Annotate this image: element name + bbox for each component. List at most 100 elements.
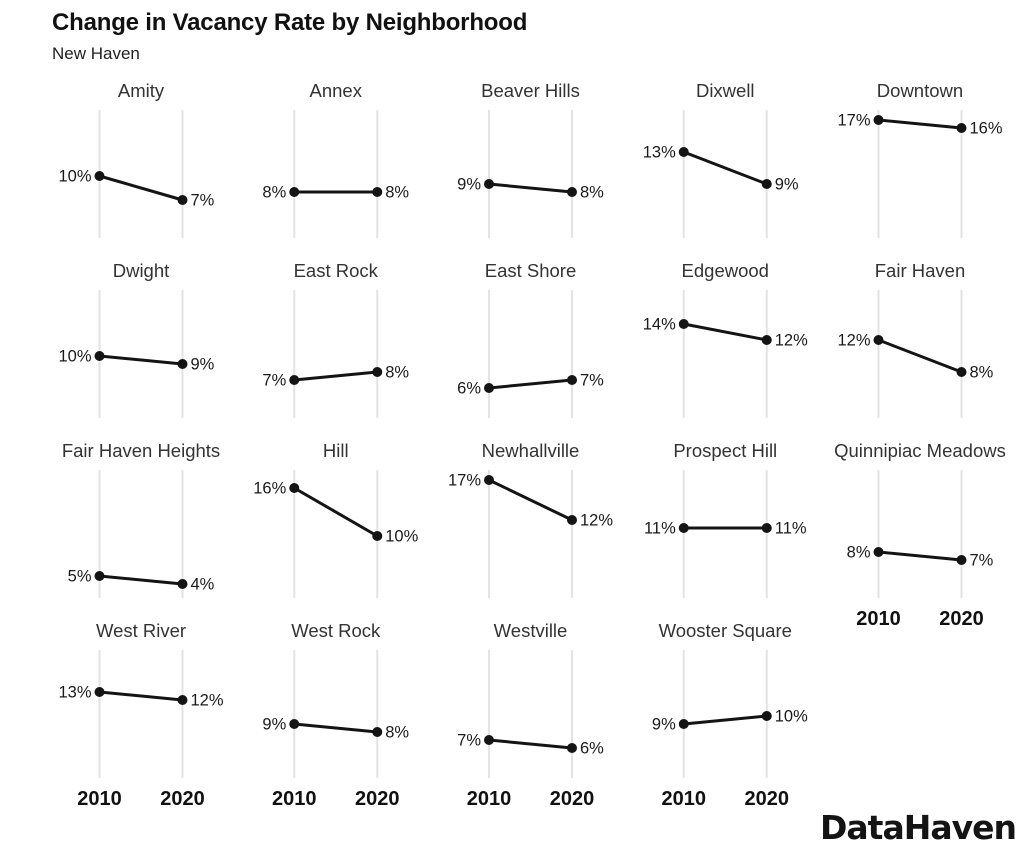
slope-line bbox=[98, 354, 184, 366]
chart-subtitle: New Haven bbox=[52, 44, 140, 63]
value-label-2020: 7% bbox=[191, 192, 215, 210]
data-point-2010 bbox=[289, 719, 300, 729]
x-tick-2020: 2020 bbox=[745, 788, 790, 810]
data-point-2020 bbox=[567, 515, 577, 525]
data-point-2010 bbox=[94, 687, 105, 697]
panel-title: Fair Haven bbox=[875, 260, 965, 281]
x-tick-2020: 2020 bbox=[355, 788, 400, 810]
value-label-2010: 13% bbox=[643, 144, 676, 162]
value-label-2020: 9% bbox=[775, 176, 799, 194]
panel-wooster-square: Wooster Square 9% 10% 2010 2020 bbox=[652, 620, 808, 810]
datahaven-logo: DataHaven bbox=[820, 808, 1017, 847]
panel-amity: Amity 10% 7% bbox=[58, 80, 215, 238]
data-point-2020 bbox=[567, 743, 577, 753]
panel-title: Fair Haven Heights bbox=[62, 440, 220, 461]
value-label-2020: 4% bbox=[191, 576, 215, 594]
value-label-2020: 16% bbox=[970, 120, 1003, 138]
slope-line bbox=[292, 370, 379, 382]
value-label-2020: 12% bbox=[775, 332, 808, 350]
panel-title: Westville bbox=[494, 620, 568, 641]
x-tick-2010: 2010 bbox=[77, 788, 122, 810]
slope-line bbox=[682, 714, 769, 726]
panel-title: West Rock bbox=[291, 620, 381, 641]
slope-line bbox=[877, 338, 963, 374]
data-point-2010 bbox=[94, 171, 105, 181]
slope-line bbox=[98, 690, 184, 702]
value-label-2020: 8% bbox=[580, 184, 604, 202]
slope-line bbox=[487, 478, 574, 522]
x-tick-2010: 2010 bbox=[662, 788, 707, 810]
panel-title: Amity bbox=[118, 80, 165, 101]
data-point-2010 bbox=[484, 735, 494, 745]
value-label-2020: 9% bbox=[191, 356, 215, 374]
panel-title: Annex bbox=[310, 80, 363, 101]
data-point-2020 bbox=[761, 523, 772, 533]
data-point-2010 bbox=[873, 547, 884, 557]
panel-hill: Hill 16% 10% bbox=[253, 440, 419, 598]
slope-line bbox=[877, 118, 963, 130]
slope-line bbox=[877, 550, 963, 562]
data-point-2010 bbox=[678, 523, 689, 533]
value-label-2010: 16% bbox=[253, 480, 286, 498]
value-label-2010: 6% bbox=[457, 380, 481, 398]
slope-line bbox=[98, 574, 184, 586]
slope-line bbox=[682, 150, 769, 186]
chart-title: Change in Vacancy Rate by Neighborhood bbox=[52, 9, 528, 36]
value-label-2010: 8% bbox=[847, 544, 871, 562]
data-point-2010 bbox=[289, 483, 300, 493]
panel-dixwell: Dixwell 13% 9% bbox=[643, 80, 799, 238]
value-label-2020: 11% bbox=[775, 520, 807, 538]
value-label-2010: 13% bbox=[58, 684, 91, 702]
value-label-2010: 10% bbox=[58, 348, 91, 366]
panel-westville: Westville 7% 6% 2010 2020 bbox=[457, 620, 604, 810]
panel-title: East Shore bbox=[485, 260, 577, 281]
value-label-2020: 7% bbox=[580, 372, 604, 390]
x-tick-2020: 2020 bbox=[160, 788, 205, 810]
value-label-2010: 7% bbox=[457, 732, 481, 750]
x-tick-2010: 2010 bbox=[467, 788, 512, 810]
value-label-2020: 8% bbox=[385, 184, 409, 202]
value-label-2020: 12% bbox=[580, 512, 613, 530]
value-label-2010: 17% bbox=[448, 472, 481, 490]
value-label-2020: 7% bbox=[970, 552, 994, 570]
data-point-2020 bbox=[761, 179, 772, 189]
value-label-2010: 8% bbox=[262, 184, 286, 202]
value-label-2010: 14% bbox=[643, 316, 676, 334]
panel-annex: Annex 8% 8% bbox=[262, 80, 409, 238]
data-point-2010 bbox=[289, 187, 300, 197]
x-tick-2010: 2010 bbox=[856, 608, 901, 630]
data-point-2020 bbox=[177, 195, 188, 205]
panel-east-rock: East Rock 7% 8% bbox=[262, 260, 409, 418]
panel-beaver-hills: Beaver Hills 9% 8% bbox=[457, 80, 604, 238]
slope-line bbox=[292, 722, 379, 734]
data-point-2020 bbox=[956, 123, 967, 133]
panel-title: Wooster Square bbox=[659, 620, 792, 641]
data-point-2020 bbox=[372, 367, 383, 377]
panel-title: Dwight bbox=[113, 260, 170, 281]
data-point-2020 bbox=[956, 555, 967, 565]
value-label-2010: 12% bbox=[837, 332, 870, 350]
data-point-2010 bbox=[678, 147, 689, 157]
value-label-2010: 5% bbox=[68, 568, 92, 586]
value-label-2020: 12% bbox=[191, 692, 224, 710]
data-point-2010 bbox=[94, 571, 105, 581]
panel-fair-haven: Fair Haven 12% 8% bbox=[837, 260, 994, 418]
data-point-2020 bbox=[567, 375, 577, 385]
data-point-2010 bbox=[484, 475, 494, 485]
value-label-2020: 10% bbox=[775, 708, 808, 726]
value-label-2010: 9% bbox=[262, 716, 286, 734]
panel-title: West River bbox=[96, 620, 186, 641]
data-point-2020 bbox=[177, 359, 188, 369]
panel-title: Dixwell bbox=[696, 80, 755, 101]
value-label-2010: 11% bbox=[644, 520, 676, 538]
data-point-2010 bbox=[94, 351, 105, 361]
panel-title: Beaver Hills bbox=[481, 80, 580, 101]
panel-downtown: Downtown 17% 16% bbox=[837, 80, 1003, 238]
panel-fair-haven-heights: Fair Haven Heights 5% 4% bbox=[62, 440, 220, 598]
panel-title: Newhallville bbox=[482, 440, 580, 461]
panel-prospect-hill: Prospect Hill 11% 11% bbox=[644, 440, 807, 598]
chart-header: Change in Vacancy Rate by Neighborhood N… bbox=[52, 9, 527, 64]
data-point-2010 bbox=[873, 115, 884, 125]
